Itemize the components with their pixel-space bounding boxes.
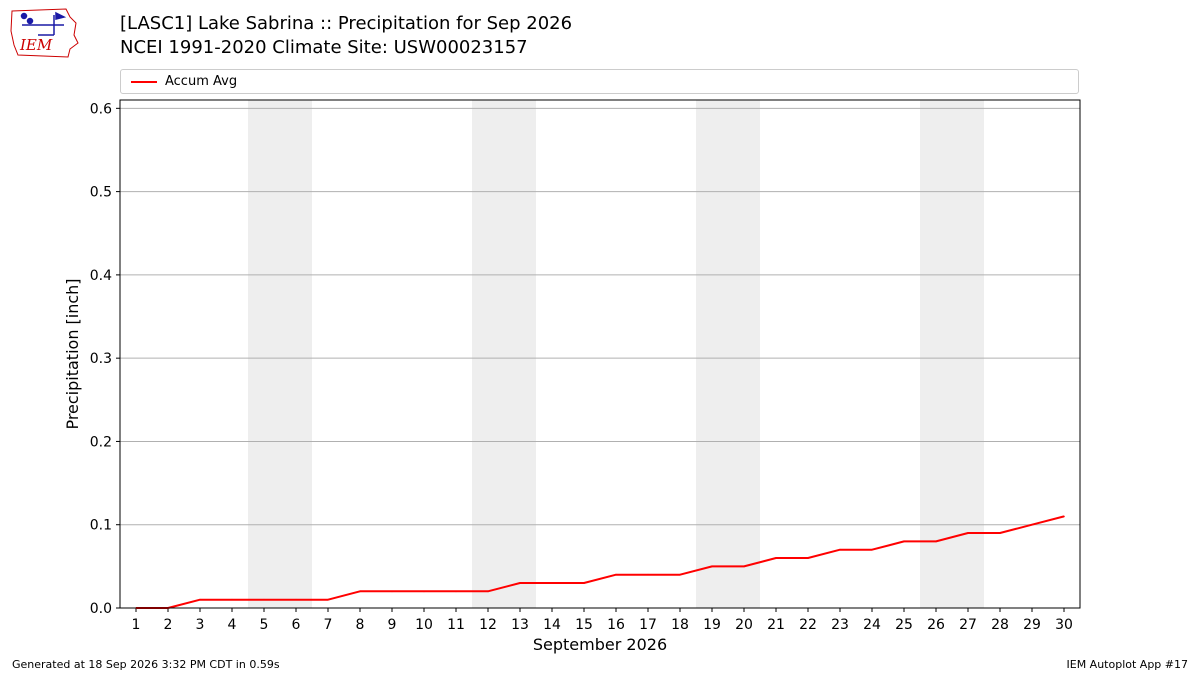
x-tick-label-17: 18 [671,617,689,633]
data-point-0-13 [551,582,553,584]
x-tick-label-19: 20 [735,617,753,633]
data-point-0-5 [295,598,297,601]
x-tick-label-25: 26 [927,617,945,633]
legend-swatch-accum-avg [131,81,157,83]
weekend-band-1 [472,100,536,608]
x-tick-label-4: 5 [260,617,269,633]
data-point-0-2 [199,598,201,601]
x-tick-label-6: 7 [324,617,333,633]
x-tick-label-5: 6 [292,617,301,633]
weekend-band-0 [248,100,312,608]
x-tick-label-7: 8 [356,617,365,633]
data-point-0-11 [487,590,489,593]
data-point-0-29 [1063,515,1065,518]
y-tick-label-2: 0.2 [90,434,112,450]
series-line-accum-avg [136,515,1065,609]
x-tick-label-10: 11 [447,617,465,633]
x-tick-label-11: 12 [479,617,497,633]
data-point-0-19 [743,565,745,568]
weekend-band-2 [696,100,760,608]
data-point-0-24 [903,540,905,543]
x-tick-label-9: 10 [415,617,433,633]
data-point-0-7 [359,590,361,593]
x-tick-label-29: 30 [1055,617,1073,633]
chart-title: [LASC1] Lake Sabrina :: Precipitation fo… [120,13,573,34]
data-point-0-17 [679,573,681,576]
logo-text: IEM [19,36,53,54]
data-point-0-28 [1031,523,1033,526]
data-point-0-12 [519,582,521,584]
x-tick-label-13: 14 [543,617,561,633]
data-point-0-6 [327,598,329,601]
x-tick-label-15: 16 [607,617,625,633]
y-tick-label-3: 0.3 [90,351,112,367]
x-tick-label-24: 25 [895,617,913,633]
data-point-0-23 [871,548,873,551]
data-point-0-22 [839,548,841,551]
x-tick-label-14: 15 [575,617,593,633]
data-point-0-27 [999,532,1001,534]
x-tick-label-20: 21 [767,617,785,633]
y-tick-label-6: 0.6 [90,101,112,117]
x-axis-label: September 2026 [533,635,667,654]
legend-label-accum-avg: Accum Avg [165,74,238,89]
data-point-0-20 [775,557,777,559]
data-point-0-18 [711,565,713,568]
data-point-0-3 [231,598,233,601]
y-tick-label-5: 0.5 [90,185,112,201]
x-tick-label-1: 2 [164,617,173,633]
x-tick-label-16: 17 [639,617,657,633]
weather-station-icon [20,11,67,36]
data-point-0-21 [807,557,809,559]
legend: Accum Avg [120,69,1079,94]
data-point-0-4 [263,598,265,601]
y-tick-label-4: 0.4 [90,268,112,284]
data-point-0-25 [935,540,937,543]
y-tick-label-0: 0.0 [90,601,112,617]
x-tick-label-2: 3 [196,617,205,633]
iem-logo: IEM [10,8,79,58]
x-tick-label-22: 23 [831,617,849,633]
iowa-outline-icon [10,8,79,58]
data-point-0-10 [455,590,457,593]
data-point-0-9 [423,590,425,593]
x-tick-label-28: 29 [1023,617,1041,633]
plot-frame [119,99,1081,609]
data-point-0-8 [391,590,393,593]
x-tick-label-8: 9 [388,617,397,633]
weekend-band-3 [920,100,984,608]
x-tick-label-21: 22 [799,617,817,633]
y-tick-label-1: 0.1 [90,518,112,534]
data-point-0-26 [967,532,969,534]
x-tick-label-27: 28 [991,617,1009,633]
x-tick-label-23: 24 [863,617,881,633]
data-point-0-15 [615,573,617,576]
data-point-0-14 [583,582,585,584]
data-point-0-16 [647,573,649,576]
chart-subtitle: NCEI 1991-2020 Climate Site: USW00023157 [120,37,528,58]
x-tick-label-3: 4 [228,617,237,633]
app-credit: IEM Autoplot App #17 [1066,658,1189,671]
x-tick-label-12: 13 [511,617,529,633]
generated-timestamp: Generated at 18 Sep 2026 3:32 PM CDT in … [12,658,280,671]
y-axis-label: Precipitation [inch] [63,278,82,429]
x-tick-label-18: 19 [703,617,721,633]
x-tick-label-26: 27 [959,617,977,633]
x-tick-label-0: 1 [132,617,141,633]
